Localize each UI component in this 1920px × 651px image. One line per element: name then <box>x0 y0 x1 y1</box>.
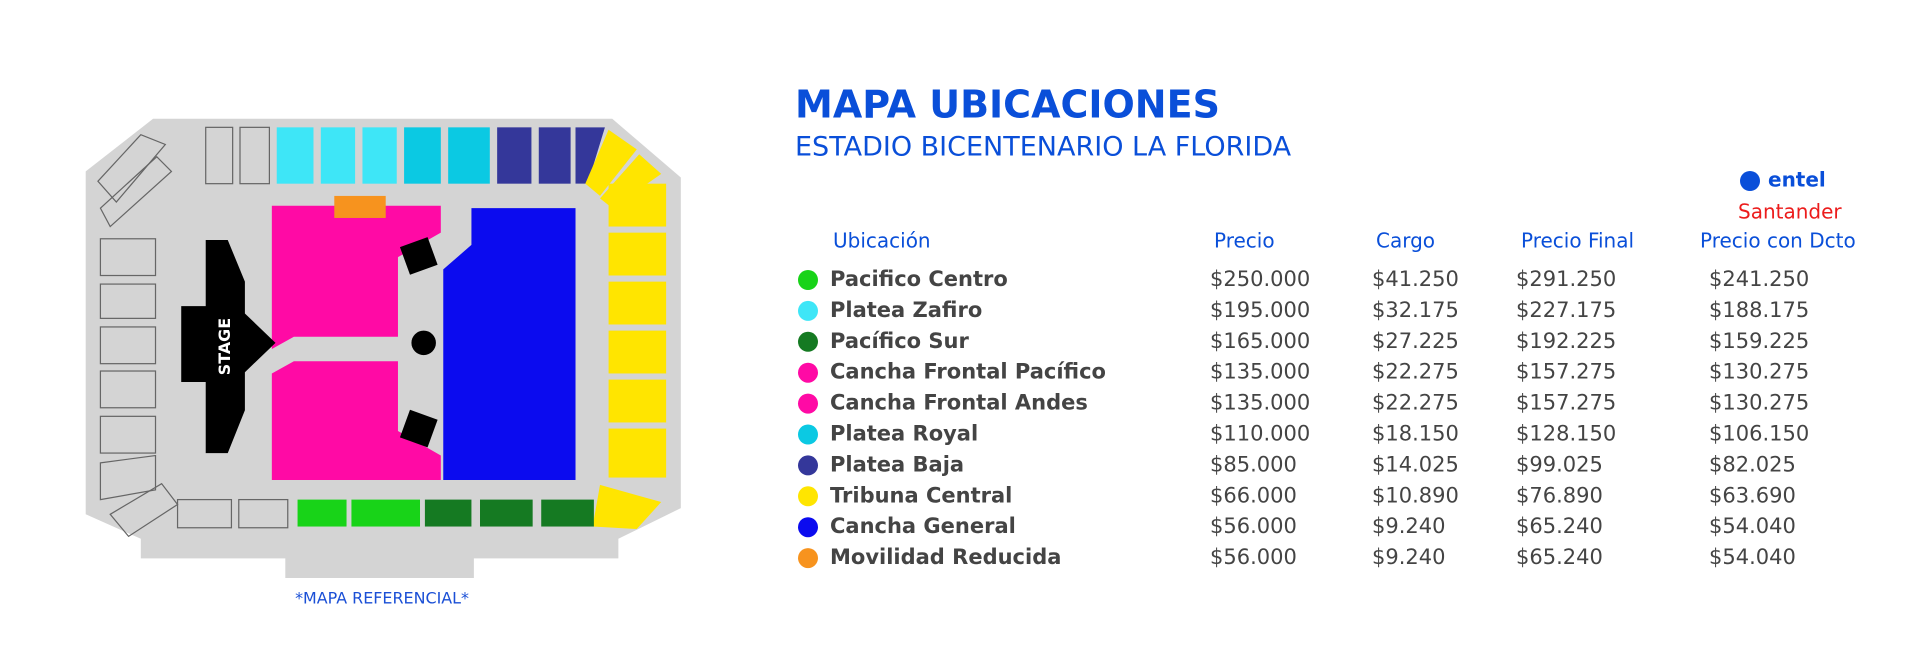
column-header: Cargo <box>1376 229 1435 253</box>
price-cell: $128.150 <box>1516 422 1616 446</box>
price-cell: $32.175 <box>1372 298 1459 322</box>
color-dot <box>798 393 818 414</box>
price-cell: $130.275 <box>1709 391 1809 415</box>
color-dot <box>798 331 818 352</box>
pacifico-centro-sections <box>297 499 421 527</box>
cancha-frontal-pacifico <box>271 205 441 349</box>
tribuna-central-sections <box>585 129 667 529</box>
color-dot <box>798 486 818 507</box>
price-cell: $63.690 <box>1709 483 1796 507</box>
color-dot <box>798 548 818 569</box>
venue-map: STAGE *MAPA REFERENCIAL* <box>85 118 681 607</box>
price-cell: $22.275 <box>1372 391 1459 415</box>
column-header: Precio <box>1214 229 1275 253</box>
movilidad-reducida <box>334 195 386 218</box>
platea-royal-sections <box>404 127 490 184</box>
price-cell: $106.150 <box>1709 422 1809 446</box>
price-cell: $56.000 <box>1210 514 1297 538</box>
subtitle: ESTADIO BICENTENARIO LA FLORIDA <box>795 132 1292 163</box>
price-cell: $188.175 <box>1709 298 1809 322</box>
location-name: Cancha General <box>830 514 1016 538</box>
price-cell: $241.250 <box>1709 267 1809 291</box>
price-cell: $18.150 <box>1372 422 1459 446</box>
price-cell: $250.000 <box>1210 267 1310 291</box>
price-cell: $66.000 <box>1210 483 1297 507</box>
cancha-general <box>443 208 576 481</box>
location-name: Cancha Frontal Andes <box>830 391 1088 415</box>
tower <box>399 237 438 275</box>
price-cell: $159.225 <box>1709 329 1809 353</box>
column-header: Precio Final <box>1521 229 1634 253</box>
price-cell: $10.890 <box>1372 483 1459 507</box>
price-cell: $22.275 <box>1372 360 1459 384</box>
price-cell: $192.225 <box>1516 329 1616 353</box>
color-dot <box>798 517 818 538</box>
gray-sections <box>97 126 289 538</box>
price-cell: $14.025 <box>1372 452 1459 476</box>
price-cell: $41.250 <box>1372 267 1459 291</box>
location-name: Platea Baja <box>830 452 964 476</box>
price-cell: $291.250 <box>1516 267 1616 291</box>
price-cell: $227.175 <box>1516 298 1616 322</box>
location-name: Platea Royal <box>830 422 978 446</box>
color-dot <box>798 362 818 383</box>
location-name: Tribuna Central <box>830 483 1012 507</box>
price-cell: $165.000 <box>1210 329 1310 353</box>
pacifico-sur-sections <box>424 499 594 527</box>
price-cell: $54.040 <box>1709 514 1796 538</box>
price-cell: $9.240 <box>1372 514 1445 538</box>
column-header: Ubicación <box>833 229 931 253</box>
price-cell: $157.275 <box>1516 391 1616 415</box>
price-cell: $82.025 <box>1709 452 1796 476</box>
color-dot <box>798 424 818 445</box>
title: MAPA UBICACIONES <box>795 83 1220 127</box>
cancha-frontal-andes <box>271 361 441 481</box>
price-cell: $65.240 <box>1516 514 1603 538</box>
entel-logo <box>1740 171 1760 191</box>
price-cell: $110.000 <box>1210 422 1310 446</box>
price-cell: $27.225 <box>1372 329 1459 353</box>
price-cell: $85.000 <box>1210 452 1297 476</box>
map-note: *MAPA REFERENCIAL* <box>295 588 469 607</box>
platea-baja-sections <box>497 127 605 184</box>
location-name: Platea Zafiro <box>830 298 982 322</box>
location-name: Cancha Frontal Pacífico <box>830 360 1106 384</box>
stage <box>181 240 276 454</box>
entel: entel <box>1768 168 1826 192</box>
price-cell: $195.000 <box>1210 298 1310 322</box>
price-cell: $9.240 <box>1372 545 1445 569</box>
price-cell: $65.240 <box>1516 545 1603 569</box>
price-cell: $54.040 <box>1709 545 1796 569</box>
color-dot <box>798 300 818 321</box>
platea-zafiro-sections <box>276 127 397 184</box>
price-cell: $135.000 <box>1210 360 1310 384</box>
location-name: Movilidad Reducida <box>830 545 1061 569</box>
color-dot <box>798 270 818 290</box>
price-cell: $157.275 <box>1516 360 1616 384</box>
price-table: Ubicación Precio Cargo Precio Final Precio c… <box>798 229 1856 569</box>
column-header: Precio con Dcto <box>1700 229 1856 253</box>
stage-center <box>411 330 436 356</box>
price-cell: $56.000 <box>1210 545 1297 569</box>
tower <box>399 409 438 448</box>
price-cell: $130.275 <box>1709 360 1809 384</box>
location-name: Pacifico Centro <box>830 267 1008 291</box>
stage-label: STAGE <box>215 318 234 375</box>
price-cell: $99.025 <box>1516 452 1603 476</box>
santander: Santander <box>1738 200 1842 224</box>
price-cell: $76.890 <box>1516 483 1603 507</box>
location-name: Pacífico Sur <box>830 329 969 353</box>
price-cell: $135.000 <box>1210 391 1310 415</box>
color-dot <box>798 455 818 476</box>
